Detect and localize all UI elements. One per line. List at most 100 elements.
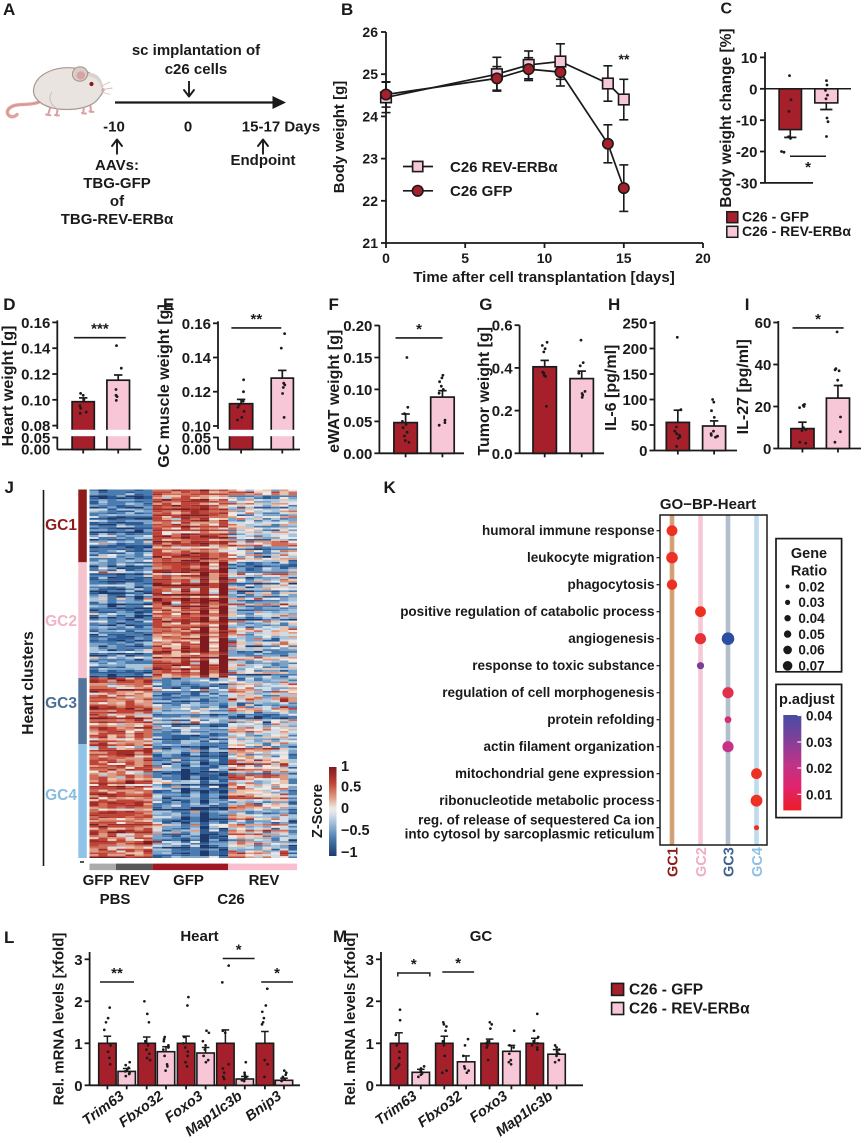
svg-text:GC3: GC3 bbox=[45, 695, 77, 712]
svg-text:0.03: 0.03 bbox=[798, 595, 825, 610]
svg-text:0.05: 0.05 bbox=[21, 430, 50, 447]
svg-text:5: 5 bbox=[461, 250, 469, 266]
svg-text:0.10: 0.10 bbox=[21, 392, 50, 409]
svg-text:into cytosol by sarcoplasmic r: into cytosol by sarcoplasmic reticulum bbox=[405, 827, 655, 842]
svg-text:0: 0 bbox=[639, 443, 647, 460]
svg-text:0.12: 0.12 bbox=[21, 367, 50, 384]
svg-text:of: of bbox=[110, 193, 125, 210]
svg-text:0.16: 0.16 bbox=[21, 315, 50, 332]
svg-text:K: K bbox=[384, 478, 397, 497]
svg-text:C26 - GFP: C26 - GFP bbox=[742, 209, 809, 225]
svg-text:leukocyte migration: leukocyte migration bbox=[527, 550, 655, 565]
svg-text:0: 0 bbox=[366, 1078, 374, 1095]
svg-text:angiogenesis: angiogenesis bbox=[568, 631, 654, 646]
svg-text:1: 1 bbox=[74, 1036, 82, 1053]
svg-text:0.04: 0.04 bbox=[806, 709, 833, 724]
svg-text:250: 250 bbox=[622, 316, 647, 333]
svg-text:Heart weight [g]: Heart weight [g] bbox=[0, 326, 17, 447]
svg-text:0: 0 bbox=[763, 441, 771, 458]
svg-text:Body weight change [%]: Body weight change [%] bbox=[718, 28, 735, 207]
svg-text:3: 3 bbox=[366, 952, 374, 969]
svg-text:actin filament organization: actin filament organization bbox=[483, 739, 654, 754]
svg-text:phagocytosis: phagocytosis bbox=[567, 577, 654, 592]
svg-text:Endpoint: Endpoint bbox=[231, 152, 296, 169]
svg-text:0.07: 0.07 bbox=[798, 659, 824, 674]
svg-text:ribonucleotide metabolic proce: ribonucleotide metabolic process bbox=[439, 793, 654, 808]
svg-text:C26 - REV-ERBα: C26 - REV-ERBα bbox=[742, 223, 851, 239]
svg-text:F: F bbox=[329, 295, 339, 314]
svg-text:TBG-REV-ERBα: TBG-REV-ERBα bbox=[61, 211, 174, 228]
svg-text:regulation of cell morphogenes: regulation of cell morphogenesis bbox=[442, 685, 654, 700]
svg-text:0: 0 bbox=[184, 119, 192, 136]
svg-text:IL-6 [pg/ml]: IL-6 [pg/ml] bbox=[603, 345, 620, 431]
svg-text:***: *** bbox=[91, 321, 109, 338]
svg-text:-10: -10 bbox=[736, 113, 758, 130]
svg-text:*: * bbox=[455, 955, 461, 972]
svg-text:15: 15 bbox=[616, 250, 632, 266]
svg-text:1: 1 bbox=[366, 1036, 374, 1053]
svg-text:M: M bbox=[333, 927, 347, 946]
svg-text:3: 3 bbox=[74, 952, 82, 969]
svg-text:Tumor weight [g]: Tumor weight [g] bbox=[476, 327, 493, 456]
svg-text:eWAT weight [g]: eWAT weight [g] bbox=[326, 330, 343, 453]
svg-text:21: 21 bbox=[362, 235, 378, 251]
svg-text:GFP: GFP bbox=[173, 872, 204, 889]
svg-text:C26 - GFP: C26 - GFP bbox=[629, 982, 703, 999]
svg-text:*: * bbox=[236, 942, 242, 959]
svg-text:C26 GFP: C26 GFP bbox=[450, 183, 513, 200]
svg-text:150: 150 bbox=[622, 367, 647, 384]
svg-text:0.02: 0.02 bbox=[798, 579, 824, 594]
svg-text:10: 10 bbox=[741, 50, 758, 67]
svg-text:REV: REV bbox=[119, 872, 150, 889]
svg-text:reg. of release of sequestered: reg. of release of sequestered Ca ion bbox=[418, 813, 654, 828]
svg-text:0.14: 0.14 bbox=[21, 341, 51, 358]
svg-text:I: I bbox=[745, 295, 750, 314]
svg-text:GC2: GC2 bbox=[45, 613, 77, 630]
svg-text:0.10: 0.10 bbox=[182, 419, 211, 436]
svg-text:0.03: 0.03 bbox=[806, 735, 833, 750]
svg-text:26: 26 bbox=[362, 24, 378, 40]
svg-text:0: 0 bbox=[74, 1078, 82, 1095]
svg-text:GC3: GC3 bbox=[722, 847, 738, 877]
svg-text:0.00: 0.00 bbox=[21, 442, 50, 459]
svg-text:0.6: 0.6 bbox=[492, 318, 513, 335]
svg-text:*: * bbox=[274, 965, 280, 982]
svg-text:positive regulation of catabol: positive regulation of catabolic process bbox=[400, 604, 654, 619]
svg-text:GC4: GC4 bbox=[45, 787, 77, 804]
svg-text:GC4: GC4 bbox=[750, 847, 766, 877]
svg-text:0.02: 0.02 bbox=[806, 761, 832, 776]
svg-text:23: 23 bbox=[362, 151, 378, 167]
svg-text:C26 REV-ERBα: C26 REV-ERBα bbox=[450, 159, 558, 176]
svg-text:GO−BP-Heart: GO−BP-Heart bbox=[660, 496, 756, 513]
svg-text:100: 100 bbox=[622, 392, 647, 409]
svg-text:B: B bbox=[341, 0, 353, 19]
svg-text:G: G bbox=[479, 295, 492, 314]
svg-text:24: 24 bbox=[362, 108, 378, 124]
svg-text:0.5: 0.5 bbox=[341, 780, 361, 796]
svg-text:10: 10 bbox=[537, 250, 553, 266]
svg-text:GC2: GC2 bbox=[694, 847, 710, 877]
svg-text:40: 40 bbox=[755, 357, 772, 374]
svg-text:25: 25 bbox=[362, 66, 378, 82]
svg-text:TBG-GFP: TBG-GFP bbox=[83, 175, 151, 192]
svg-text:0.05: 0.05 bbox=[798, 627, 825, 642]
svg-text:Body weight [g]: Body weight [g] bbox=[331, 81, 348, 194]
svg-text:0: 0 bbox=[749, 81, 757, 98]
svg-text:−0.5: −0.5 bbox=[341, 823, 370, 839]
svg-text:H: H bbox=[608, 295, 620, 314]
svg-text:D: D bbox=[3, 295, 15, 314]
svg-text:*: * bbox=[416, 321, 422, 338]
svg-text:Time after cell transplantatio: Time after cell transplantation [days] bbox=[413, 269, 674, 286]
svg-text:C26: C26 bbox=[217, 891, 245, 908]
svg-text:200: 200 bbox=[622, 341, 647, 358]
svg-text:0.14: 0.14 bbox=[182, 350, 212, 367]
svg-text:15-17 Days: 15-17 Days bbox=[242, 119, 320, 136]
svg-text:0.0: 0.0 bbox=[492, 446, 513, 463]
svg-text:0.20: 0.20 bbox=[343, 318, 372, 335]
svg-text:mitochondrial gene expression: mitochondrial gene expression bbox=[455, 766, 655, 781]
svg-text:*: * bbox=[411, 956, 417, 973]
svg-text:50: 50 bbox=[631, 418, 648, 435]
svg-text:p.adjust: p.adjust bbox=[779, 692, 835, 708]
svg-text:2: 2 bbox=[74, 994, 82, 1011]
svg-text:C: C bbox=[721, 1, 733, 18]
